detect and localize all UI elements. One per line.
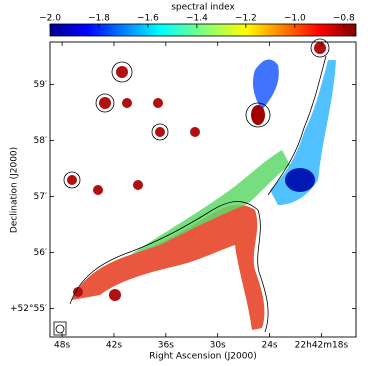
colorbar-tick-label: −2.0 bbox=[39, 14, 61, 24]
colorbar-tick-label: −1.6 bbox=[137, 14, 159, 24]
x-tick-label: 24s bbox=[261, 341, 277, 351]
x-tick-label: 36s bbox=[158, 341, 174, 351]
y-tick-label: 59′ bbox=[34, 80, 48, 90]
x-tick-label: 42s bbox=[106, 341, 122, 351]
y-tick-label: 56′ bbox=[34, 248, 48, 258]
colorbar-label: spectral index bbox=[171, 3, 235, 13]
colorbar bbox=[49, 23, 357, 37]
colorbar-tick-label: −1.2 bbox=[235, 14, 257, 24]
map bbox=[53, 38, 336, 336]
colorbar-tick-label: −0.8 bbox=[333, 14, 355, 24]
x-tick-label: 48s bbox=[54, 341, 70, 351]
y-tick-label: 57′ bbox=[34, 192, 48, 202]
x-tick-label: 30s bbox=[210, 341, 226, 351]
y-axis-label: Declination (J2000) bbox=[10, 147, 20, 233]
colorbar-tick-label: −1.0 bbox=[284, 14, 306, 24]
colorbar-tick-label: −1.4 bbox=[186, 14, 208, 24]
y-tick-label: +52°55′ bbox=[10, 304, 47, 314]
y-tick-label: 58′ bbox=[34, 136, 48, 146]
plot-frame bbox=[49, 41, 357, 338]
x-tick-label: 22h42m18s bbox=[295, 341, 349, 351]
colorbar-tick-label: −1.8 bbox=[88, 14, 110, 24]
x-axis-label: Right Ascension (J2000) bbox=[149, 352, 256, 362]
